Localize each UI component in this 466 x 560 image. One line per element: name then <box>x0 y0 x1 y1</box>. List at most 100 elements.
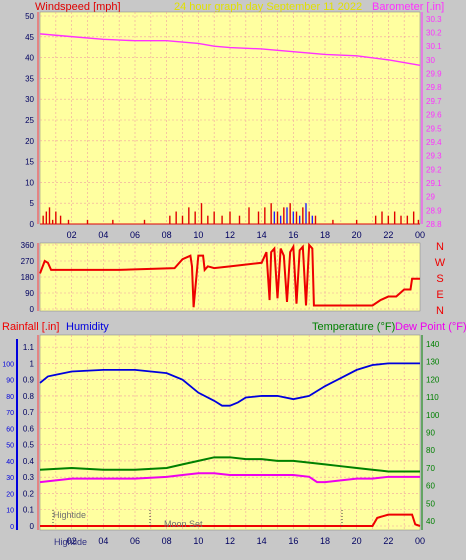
compass-letter: W <box>435 257 446 269</box>
barometer-tick-label: 28.8 <box>426 220 442 229</box>
windspeed-tick-label: 50 <box>25 12 34 21</box>
humidity-axis-title: Humidity <box>66 321 109 333</box>
x-tick-label: 00 <box>415 536 425 546</box>
temperature-line <box>39 456 420 473</box>
x-tick-label: 08 <box>162 230 172 240</box>
temperature-axis-title: Temperature (°F) <box>312 321 395 333</box>
barometer-tick-label: 30.1 <box>426 42 442 51</box>
rainfall-tick-label: 0.4 <box>23 457 35 466</box>
x-tick-label: 16 <box>288 230 298 240</box>
temperature-tick-label: 100 <box>426 411 440 420</box>
temperature-tick-label: 80 <box>426 446 435 455</box>
barometer-tick-label: 29.8 <box>426 83 442 92</box>
rainfall-line <box>40 513 421 527</box>
barometer-tick-label: 29 <box>426 193 435 202</box>
direction-line <box>39 242 420 308</box>
moonset-label: Moon Set <box>164 519 203 529</box>
humidity-tick-label: 60 <box>6 426 14 433</box>
temperature-tick-label: 90 <box>426 429 435 438</box>
windspeed-tick-label: 40 <box>25 54 34 63</box>
barometer-tick-label: 29.9 <box>426 70 442 79</box>
x-tick-label: 10 <box>193 536 203 546</box>
rainfall-tick-label: 0.9 <box>23 376 35 385</box>
barometer-tick-label: 30.3 <box>426 15 442 24</box>
x-tick-label: 02 <box>67 536 77 546</box>
direction-axes: 0 90 180 270 360 <box>21 241 39 314</box>
x-tick-label: 04 <box>98 230 108 240</box>
x-tick-label: 22 <box>383 230 393 240</box>
x-tick-label: 12 <box>225 230 235 240</box>
x-tick-label: 04 <box>98 536 108 546</box>
x-tick-label: 18 <box>320 536 330 546</box>
x-tick-label: 12 <box>225 536 235 546</box>
rainfall-axis-title: Rainfall [.in] <box>2 321 59 333</box>
barometer-tick-label: 29.1 <box>426 179 442 188</box>
windspeed-tick-label: 20 <box>25 137 34 146</box>
temperature-tick-label: 130 <box>426 358 440 367</box>
barometer-tick-label: 28.9 <box>426 206 442 215</box>
x-tick-label: 08 <box>162 536 172 546</box>
direction-tick-label: 90 <box>25 289 34 298</box>
rainfall-tick-label: 0.3 <box>23 473 35 482</box>
barometer-tick-label: 29.2 <box>426 165 442 174</box>
barometer-tick-label: 29.5 <box>426 124 442 133</box>
direction-tick-label: 270 <box>21 257 35 266</box>
dewpoint-line <box>39 472 420 484</box>
graph-title: 24 hour graph day September 11 2022 <box>174 1 362 13</box>
humidity-tick-label: 90 <box>6 378 14 385</box>
humidity-tick-label: 10 <box>6 508 14 515</box>
rainfall-tick-label: 0 <box>30 522 35 531</box>
barometer-tick-label: 30 <box>426 56 435 65</box>
windspeed-tick-label: 0 <box>30 220 35 229</box>
rainfall-tick-label: 0.6 <box>23 424 35 433</box>
humidity-tick-label: 40 <box>6 459 14 466</box>
x-tick-label: 02 <box>67 230 77 240</box>
rainfall-tick-label: 0.7 <box>23 408 35 417</box>
x-tick-label: 06 <box>130 230 140 240</box>
x-tick-label: 16 <box>288 536 298 546</box>
x-tick-label: 20 <box>352 230 362 240</box>
x-tick-label: 06 <box>130 536 140 546</box>
x-tick-label: 00 <box>415 230 425 240</box>
bottom-axes: 02 04 06 08 10 12 14 16 18 20 22 0000.10.20.30.40.5… <box>2 335 440 546</box>
compass-letter: N <box>436 305 444 317</box>
barometer-axis-title: Barometer [.in] <box>372 1 444 13</box>
windspeed-tick-label: 15 <box>25 158 34 167</box>
dewpoint-axis-title: Dew Point (°F) <box>395 321 466 333</box>
compass-letter: S <box>436 273 443 285</box>
chart-marks <box>39 33 421 527</box>
humidity-tick-label: 30 <box>6 475 14 482</box>
temperature-tick-label: 60 <box>426 482 435 491</box>
temperature-tick-label: 40 <box>426 517 435 526</box>
windspeed-axis-title: Windspeed [mph] <box>35 1 121 13</box>
wind-axes: 02 04 06 08 10 12 14 16 18 20 22 000510152025303540… <box>25 12 442 240</box>
barometer-tick-label: 29.7 <box>426 97 442 106</box>
windspeed-tick-label: 5 <box>30 199 35 208</box>
windspeed-tick-label: 35 <box>25 74 34 83</box>
temperature-tick-label: 70 <box>426 464 435 473</box>
rainfall-tick-label: 1 <box>30 359 35 368</box>
compass-letter: E <box>436 289 443 301</box>
direction-tick-label: 180 <box>21 273 35 282</box>
temperature-tick-label: 110 <box>426 393 439 402</box>
humidity-line <box>39 362 420 407</box>
windspeed-tick-label: 45 <box>25 33 34 42</box>
rainfall-tick-label: 1.1 <box>23 343 35 352</box>
humidity-tick-label: 80 <box>6 394 14 401</box>
rainfall-tick-label: 0.1 <box>23 506 35 515</box>
x-tick-label: 14 <box>257 230 267 240</box>
humidity-tick-label: 100 <box>2 361 14 368</box>
temperature-tick-label: 50 <box>426 499 435 508</box>
x-tick-label: 20 <box>352 536 362 546</box>
compass-letter: N <box>436 241 444 253</box>
rainfall-tick-label: 0.8 <box>23 392 35 401</box>
hightide-label-1: Hightide <box>53 510 86 520</box>
barometer-tick-label: 29.3 <box>426 152 442 161</box>
barometer-tick-label: 29.4 <box>426 138 442 147</box>
temperature-tick-label: 120 <box>426 375 440 384</box>
barometer-line <box>39 33 421 67</box>
x-tick-label: 18 <box>320 230 330 240</box>
windspeed-tick-label: 10 <box>25 178 34 187</box>
